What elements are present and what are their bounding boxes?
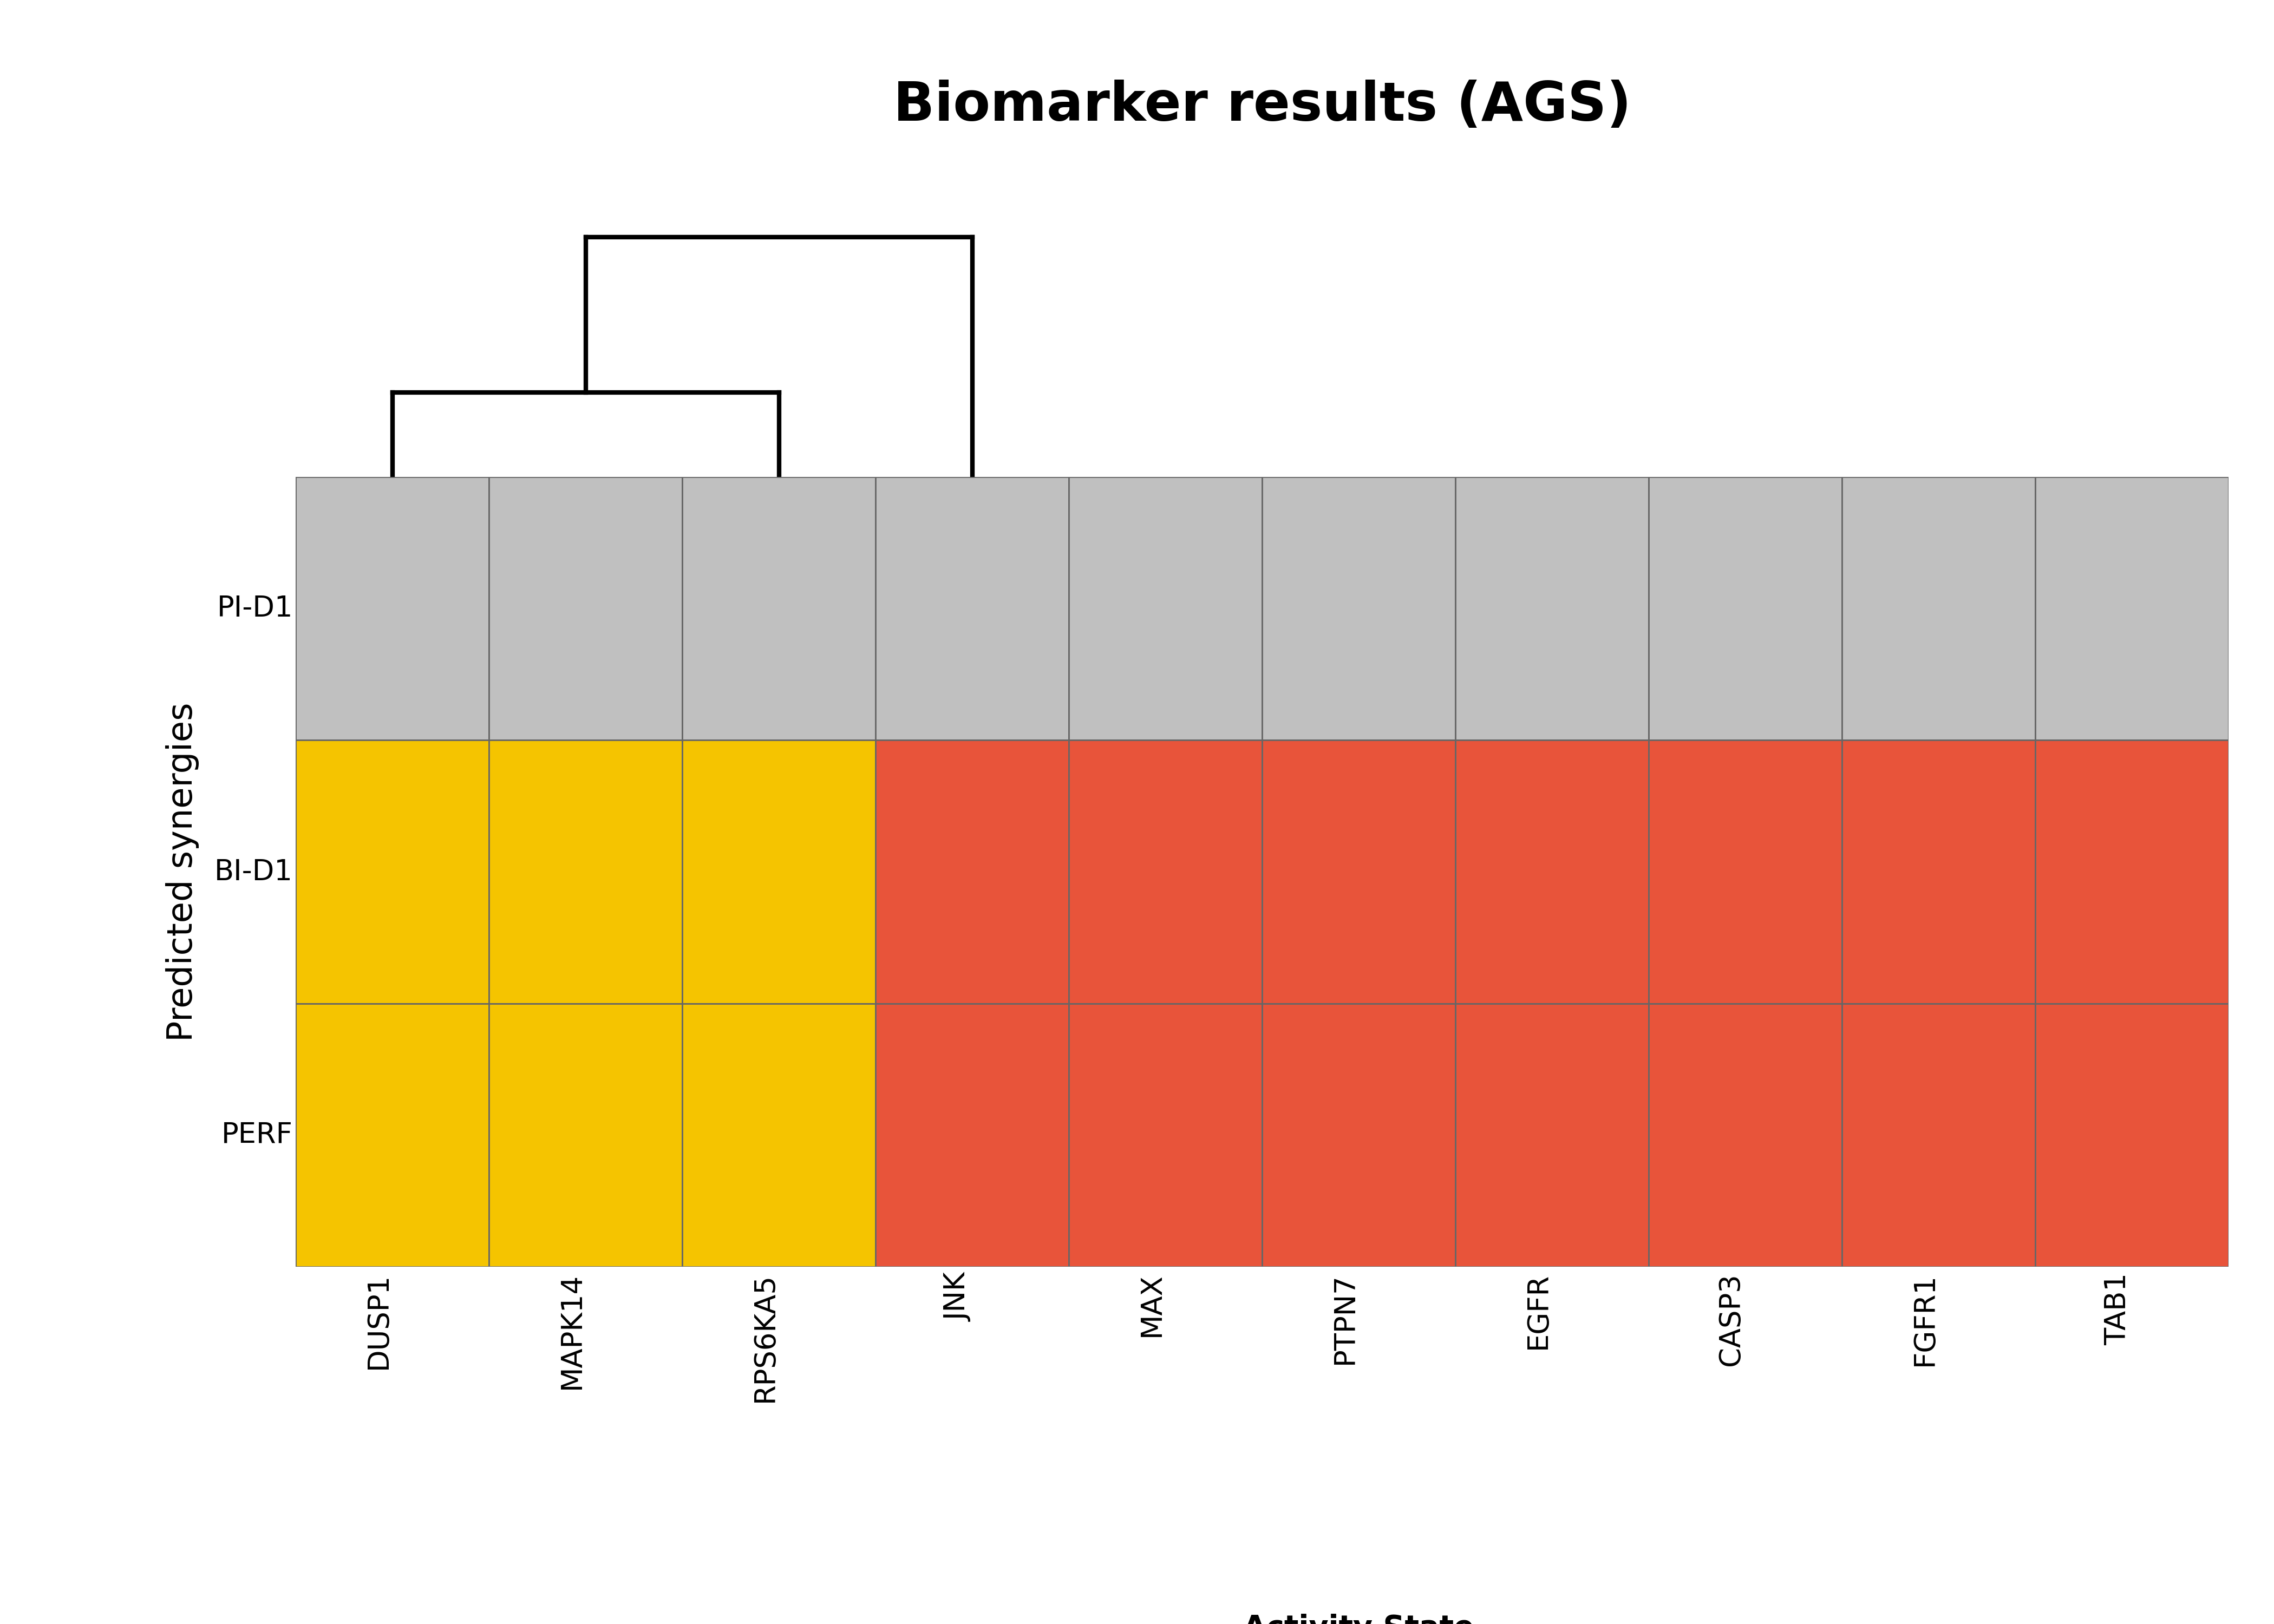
Bar [875,1004,1069,1267]
Bar [682,1004,875,1267]
Bar [1262,1004,1455,1267]
Bar [489,477,682,741]
Bar [2035,1004,2229,1267]
Bar [875,477,1069,741]
Bar [1262,477,1455,741]
Bar [875,741,1069,1004]
Y-axis label: Predicted synergies: Predicted synergies [166,702,200,1041]
Bar [1842,741,2035,1004]
Legend: Active, Inhibited: Active, Inhibited [1123,1614,1594,1624]
Bar [1455,741,1649,1004]
Bar [1069,741,1262,1004]
Bar [296,1004,489,1267]
Bar [2035,477,2229,741]
Bar [1069,1004,1262,1267]
Bar [296,741,489,1004]
Bar [1649,477,1842,741]
Bar [1455,1004,1649,1267]
Bar [1069,477,1262,741]
Bar [1842,1004,2035,1267]
Bar [1262,741,1455,1004]
Bar [489,1004,682,1267]
Bar [1649,741,1842,1004]
Text: Biomarker results (AGS): Biomarker results (AGS) [894,80,1630,132]
Bar [682,477,875,741]
Bar [489,741,682,1004]
Bar [296,477,489,741]
Bar [682,741,875,1004]
Bar [2035,741,2229,1004]
Bar [1649,1004,1842,1267]
Bar [1455,477,1649,741]
Bar [1842,477,2035,741]
